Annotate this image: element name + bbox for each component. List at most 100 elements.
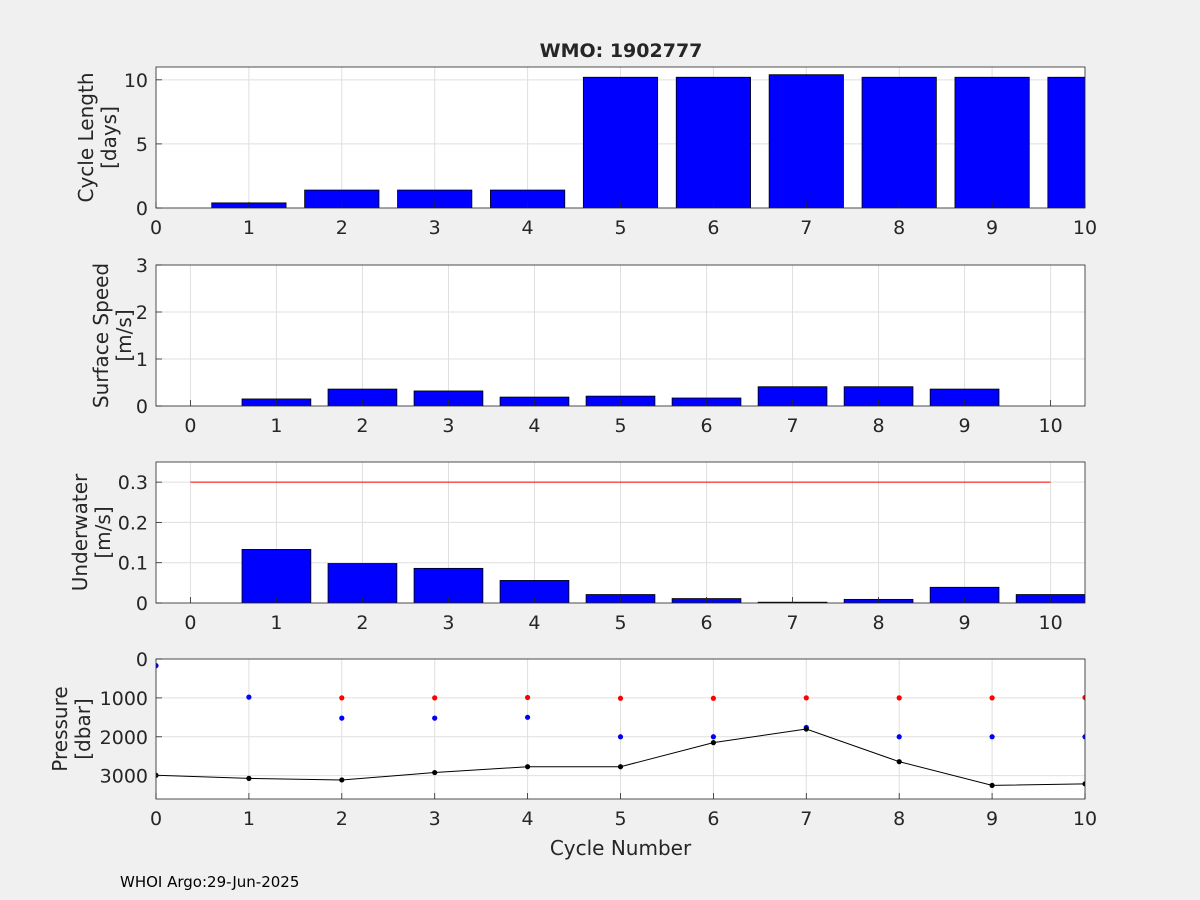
x-tick-label: 5 xyxy=(614,415,626,437)
data-point-black xyxy=(339,777,345,783)
x-tick-label: 3 xyxy=(429,217,441,239)
y-axis-label: Underwater[m/s] xyxy=(68,473,115,591)
y-axis-label-line: [m/s] xyxy=(91,506,115,558)
x-tick-label: 6 xyxy=(700,415,712,437)
bar xyxy=(499,580,570,603)
x-tick-label: 10 xyxy=(1038,415,1062,437)
bar xyxy=(327,563,398,603)
y-axis-label-line: [dbar] xyxy=(71,698,95,759)
data-point-black xyxy=(710,740,717,746)
y-axis-label-line: Cycle Length xyxy=(74,73,98,203)
bar xyxy=(954,76,1030,208)
data-point-red xyxy=(1082,694,1085,701)
data-point-blue xyxy=(246,694,252,700)
plot-content xyxy=(156,663,1085,788)
y-tick-label: 1 xyxy=(136,349,148,371)
x-tick-label: 9 xyxy=(986,217,998,239)
bar xyxy=(241,549,312,603)
x-tick-label: 9 xyxy=(959,415,971,437)
x-tick-label: 2 xyxy=(336,808,348,830)
x-tick-label: 1 xyxy=(243,217,255,239)
figure-title: WMO: 1902777 xyxy=(540,40,703,62)
footer-text: WHOI Argo:29-Jun-2025 xyxy=(120,873,300,891)
bar xyxy=(304,189,380,208)
x-tick-label: 4 xyxy=(528,612,540,634)
data-point-red xyxy=(896,695,902,701)
x-tick-label: 4 xyxy=(522,808,534,830)
x-tick-label: 10 xyxy=(1038,612,1062,634)
x-tick-label: 0 xyxy=(184,415,196,437)
data-point-red xyxy=(432,695,438,701)
y-tick-label: 0 xyxy=(136,396,148,418)
data-point-black xyxy=(1082,781,1085,787)
y-axis-label-line: Surface Speed xyxy=(89,263,113,408)
data-point-blue xyxy=(525,714,531,720)
plot-content xyxy=(211,74,1085,208)
x-tick-label: 2 xyxy=(356,415,368,437)
y-tick-label: 0.1 xyxy=(118,553,148,575)
x-tick-label: 6 xyxy=(707,217,719,239)
data-point-red xyxy=(803,695,809,701)
x-tick-label: 4 xyxy=(522,217,534,239)
x-tick-label: 8 xyxy=(893,808,905,830)
x-tick-label: 1 xyxy=(270,415,282,437)
bar xyxy=(1047,76,1085,208)
x-axis-label: Cycle Number xyxy=(550,836,692,860)
bar xyxy=(929,586,1000,603)
x-tick-label: 0 xyxy=(150,808,162,830)
x-tick-label: 7 xyxy=(786,612,798,634)
x-tick-label: 0 xyxy=(184,612,196,634)
data-point-blue xyxy=(1082,734,1085,740)
x-tick-label: 4 xyxy=(528,415,540,437)
y-axis-label-line: Pressure xyxy=(48,686,72,771)
data-point-red xyxy=(989,695,995,701)
pressure-panel: 0 1 2 3 4 5 6 7 8 9 100100020003000Pressure[dbar]C… xyxy=(48,649,1097,860)
x-tick-label: 3 xyxy=(429,808,441,830)
bar xyxy=(757,386,828,406)
x-tick-label: 10 xyxy=(1073,808,1097,830)
x-tick-label: 2 xyxy=(356,612,368,634)
data-point-black xyxy=(803,726,809,732)
y-tick-label: 10 xyxy=(124,70,148,92)
bar xyxy=(768,74,844,208)
data-point-blue xyxy=(710,734,717,740)
data-point-red xyxy=(339,695,345,701)
x-tick-label: 10 xyxy=(1073,217,1097,239)
data-point-black xyxy=(989,782,995,788)
x-tick-label: 3 xyxy=(442,415,454,437)
x-tick-label: 1 xyxy=(270,612,282,634)
x-tick-label: 6 xyxy=(700,612,712,634)
x-tick-label: 8 xyxy=(873,415,885,437)
data-point-black xyxy=(896,759,902,765)
x-tick-label: 0 xyxy=(150,217,162,239)
data-point-red xyxy=(525,694,531,701)
data-point-blue xyxy=(989,734,995,740)
x-tick-label: 3 xyxy=(442,612,454,634)
data-point-black xyxy=(432,769,438,776)
y-tick-label: 5 xyxy=(136,134,148,156)
data-point-red xyxy=(710,695,717,701)
data-point-black xyxy=(246,775,252,781)
y-tick-label: 1000 xyxy=(100,688,148,710)
y-tick-label: 2 xyxy=(136,302,148,324)
x-tick-label: 8 xyxy=(893,217,905,239)
y-tick-label: 0 xyxy=(136,593,148,615)
x-tick-label: 9 xyxy=(986,808,998,830)
bar xyxy=(490,189,566,208)
x-tick-label: 5 xyxy=(614,808,626,830)
bar xyxy=(843,386,914,406)
data-point-blue xyxy=(339,715,345,721)
x-tick-label: 7 xyxy=(800,808,812,830)
x-tick-label: 7 xyxy=(786,415,798,437)
y-axis-label-line: Underwater xyxy=(68,473,92,591)
y-axis-label: Surface Speed[m/s] xyxy=(89,263,136,408)
bar xyxy=(582,76,659,208)
data-point-red xyxy=(617,695,624,701)
y-axis-label: Pressure[dbar] xyxy=(48,686,95,771)
data-point-blue xyxy=(156,663,159,669)
y-tick-label: 3 xyxy=(136,255,148,277)
y-tick-label: 0 xyxy=(136,198,148,220)
